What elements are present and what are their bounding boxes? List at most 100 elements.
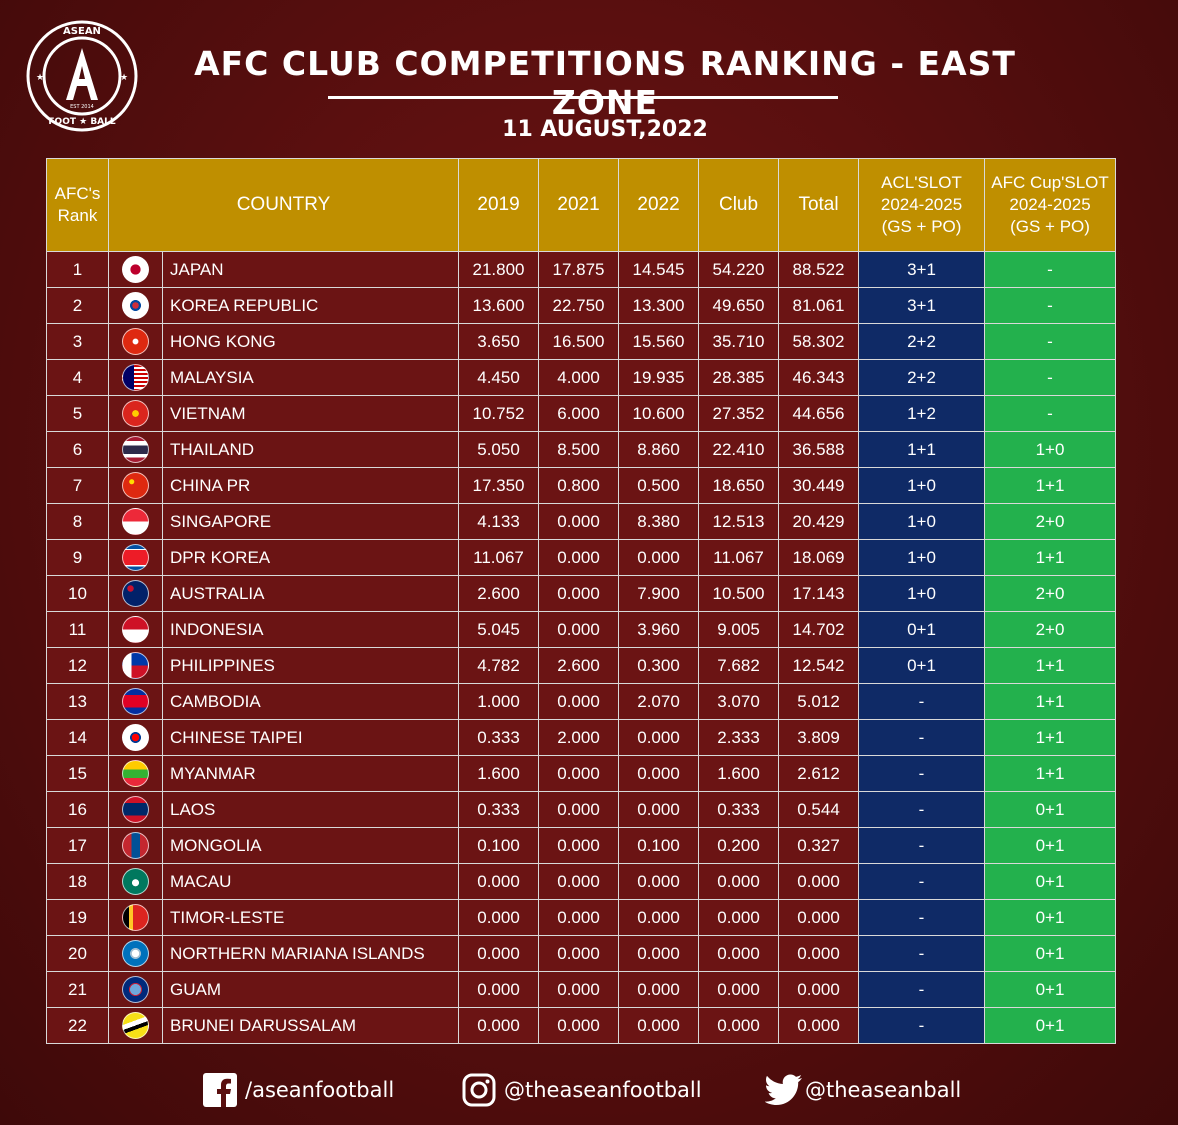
flag-cell (108, 611, 163, 648)
score-2021-cell: 2.000 (538, 719, 620, 756)
korea-republic-flag-icon (122, 292, 149, 319)
title-divider (328, 96, 838, 99)
score-2019-cell: 13.600 (458, 287, 540, 324)
score-2022-cell: 8.860 (618, 431, 700, 468)
table-row: 2 KOREA REPUBLIC 13.600 22.750 13.300 49.650 8… (46, 287, 1117, 324)
footer-twitter[interactable]: @theaseanball (765, 1070, 961, 1110)
score-2019-cell: 0.000 (458, 863, 540, 900)
rank-cell: 21 (46, 971, 109, 1008)
header-2021: 2021 (538, 158, 620, 252)
club-score-cell: 54.220 (698, 251, 780, 288)
flag-cell (108, 791, 163, 828)
country-cell: CHINESE TAIPEI (161, 719, 460, 756)
table-row: 21 GUAM 0.000 0.000 0.000 0.000 0.000-0+1 (46, 971, 1117, 1008)
club-score-cell: 9.005 (698, 611, 780, 648)
cambodia-flag-icon (122, 688, 149, 715)
table-row: 17 MONGOLIA 0.100 0.000 0.100 0.200 0.327-0+1 (46, 827, 1117, 864)
rank-cell: 3 (46, 323, 109, 360)
footer-instagram[interactable]: @theaseanfootball (462, 1070, 702, 1110)
header-country: COUNTRY (107, 158, 460, 252)
afc-cup-slot-cell: 0+1 (984, 1007, 1117, 1044)
flag-cell (108, 899, 163, 936)
club-score-cell: 11.067 (698, 539, 780, 576)
table-row: 13 CAMBODIA 1.000 0.000 2.070 3.070 5.012-1+1 (46, 683, 1117, 720)
score-2019-cell: 2.600 (458, 575, 540, 612)
acl-slot-cell: 1+0 (858, 539, 986, 576)
country-cell: AUSTRALIA (161, 575, 460, 612)
flag-cell (108, 539, 163, 576)
score-2022-cell: 14.545 (618, 251, 700, 288)
country-cell: GUAM (161, 971, 460, 1008)
flag-cell (108, 575, 163, 612)
acl-slot-cell: 1+0 (858, 503, 986, 540)
total-score-cell: 0.000 (778, 971, 860, 1008)
score-2022-cell: 0.000 (618, 719, 700, 756)
score-2022-cell: 3.960 (618, 611, 700, 648)
flag-cell (108, 827, 163, 864)
logo-est-text: EST 2014 (70, 104, 94, 110)
philippines-flag-icon (122, 652, 149, 679)
flag-cell (108, 323, 163, 360)
rank-cell: 14 (46, 719, 109, 756)
acl-slot-cell: 3+1 (858, 251, 986, 288)
score-2021-cell: 0.000 (538, 683, 620, 720)
flag-cell (108, 431, 163, 468)
score-2019-cell: 4.450 (458, 359, 540, 396)
club-score-cell: 0.000 (698, 1007, 780, 1044)
score-2019-cell: 4.133 (458, 503, 540, 540)
afc-cup-slot-cell: 1+1 (984, 719, 1117, 756)
score-2021-cell: 0.000 (538, 755, 620, 792)
country-cell: VIETNAM (161, 395, 460, 432)
flag-cell (108, 395, 163, 432)
total-score-cell: 18.069 (778, 539, 860, 576)
footer-facebook[interactable]: /aseanfootball (203, 1070, 394, 1110)
flag-cell (108, 467, 163, 504)
total-score-cell: 3.809 (778, 719, 860, 756)
acl-slot-cell: - (858, 683, 986, 720)
rank-cell: 22 (46, 1007, 109, 1044)
score-2022-cell: 0.500 (618, 467, 700, 504)
score-2019-cell: 0.000 (458, 1007, 540, 1044)
hong-kong-flag-icon (122, 328, 149, 355)
twitter-handle: @theaseanball (805, 1078, 962, 1102)
rank-cell: 10 (46, 575, 109, 612)
table-row: 5 VIETNAM 10.752 6.000 10.600 27.352 44.656 1+2… (46, 395, 1117, 432)
rank-cell: 8 (46, 503, 109, 540)
acl-slot-cell: - (858, 719, 986, 756)
score-2021-cell: 0.000 (538, 899, 620, 936)
indonesia-flag-icon (122, 616, 149, 643)
rank-cell: 19 (46, 899, 109, 936)
page-title: AFC CLUB COMPETITIONS RANKING - EAST ZON… (194, 44, 1016, 122)
afc-cup-slot-cell: 1+1 (984, 755, 1117, 792)
country-cell: NORTHERN MARIANA ISLANDS (161, 935, 460, 972)
laos-flag-icon (122, 796, 149, 823)
acl-slot-cell: - (858, 755, 986, 792)
country-cell: MACAU (161, 863, 460, 900)
score-2022-cell: 0.000 (618, 899, 700, 936)
score-2021-cell: 0.800 (538, 467, 620, 504)
malaysia-flag-icon (122, 364, 149, 391)
score-2021-cell: 22.750 (538, 287, 620, 324)
score-2022-cell: 0.300 (618, 647, 700, 684)
acl-slot-cell: - (858, 899, 986, 936)
club-score-cell: 0.000 (698, 935, 780, 972)
mongolia-flag-icon (122, 832, 149, 859)
total-score-cell: 46.343 (778, 359, 860, 396)
singapore-flag-icon (122, 508, 149, 535)
country-cell: JAPAN (161, 251, 460, 288)
score-2019-cell: 17.350 (458, 467, 540, 504)
score-2019-cell: 21.800 (458, 251, 540, 288)
rank-cell: 11 (46, 611, 109, 648)
afc-cup-slot-cell: 1+1 (984, 467, 1117, 504)
score-2021-cell: 6.000 (538, 395, 620, 432)
acl-slot-cell: - (858, 971, 986, 1008)
thailand-flag-icon (122, 436, 149, 463)
country-cell: CHINA PR (161, 467, 460, 504)
table-row: 18 MACAU 0.000 0.000 0.000 0.000 0.000-0+1 (46, 863, 1117, 900)
australia-flag-icon (122, 580, 149, 607)
total-score-cell: 14.702 (778, 611, 860, 648)
flag-cell (108, 863, 163, 900)
rank-cell: 13 (46, 683, 109, 720)
country-cell: THAILAND (161, 431, 460, 468)
rank-cell: 7 (46, 467, 109, 504)
